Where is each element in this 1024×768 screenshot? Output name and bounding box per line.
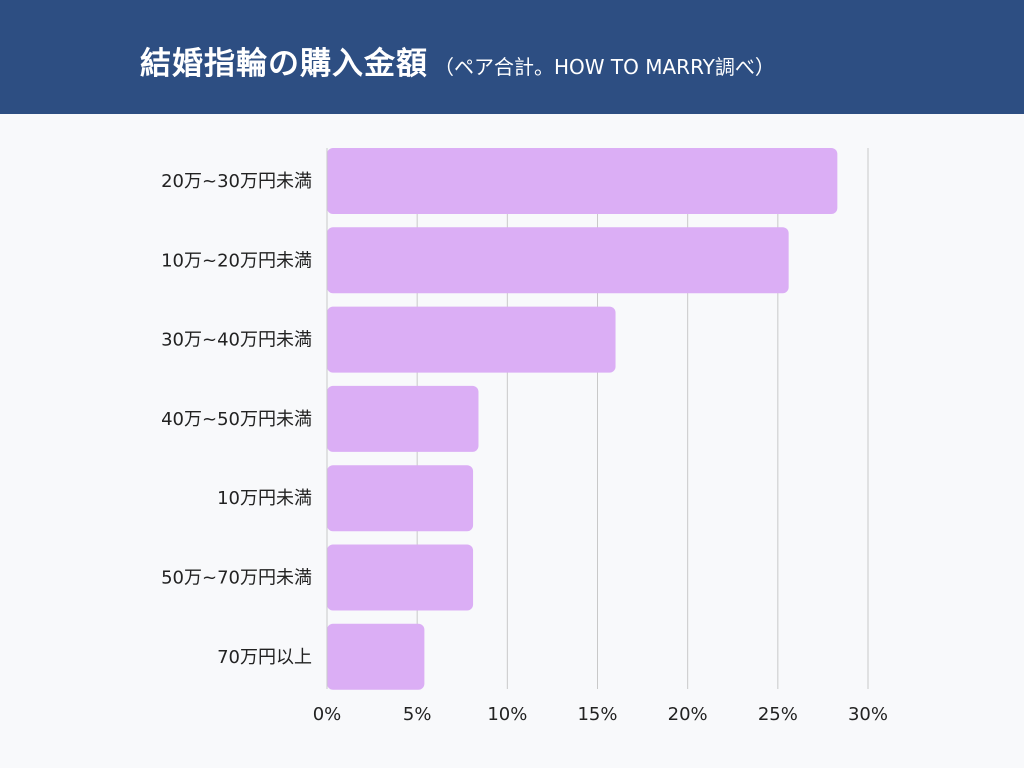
category-label: 10万円未満 [217,488,312,509]
x-tick-label: 25% [758,704,798,725]
category-label: 40万~50万円未満 [161,409,312,430]
x-tick-label: 15% [577,704,617,725]
category-label: 20万~30万円未満 [161,171,312,192]
x-tick-label: 0% [313,704,342,725]
category-label: 30万~40万円未満 [161,330,312,351]
subtitle-text: （ペア合計。HOW TO MARRY調べ） [434,55,775,79]
category-label: 70万円以上 [217,647,312,668]
bar [327,148,838,214]
bar [327,227,789,294]
x-tick-label: 10% [487,704,527,725]
bar [327,465,474,532]
category-label: 50万~70万円未満 [161,568,312,589]
bar [327,306,616,373]
header-banner: 結婚指輪の購入金額 （ペア合計。HOW TO MARRY調べ） [0,0,1024,114]
x-tick-label: 30% [848,704,888,725]
title-text: 結婚指輪の購入金額 [140,46,428,82]
category-label: 10万~20万円未満 [161,250,312,271]
bar [327,385,479,452]
x-tick-label: 5% [403,704,432,725]
bar [327,544,474,611]
x-tick-label: 20% [668,704,708,725]
chart-title: 結婚指輪の購入金額 （ペア合計。HOW TO MARRY調べ） [140,38,1000,83]
bar [327,623,425,690]
bar-chart: 0% 5% 10% 15% 20% 25% 30% 20万~30万円未満 10万~20万円未満 3… [161,148,888,725]
